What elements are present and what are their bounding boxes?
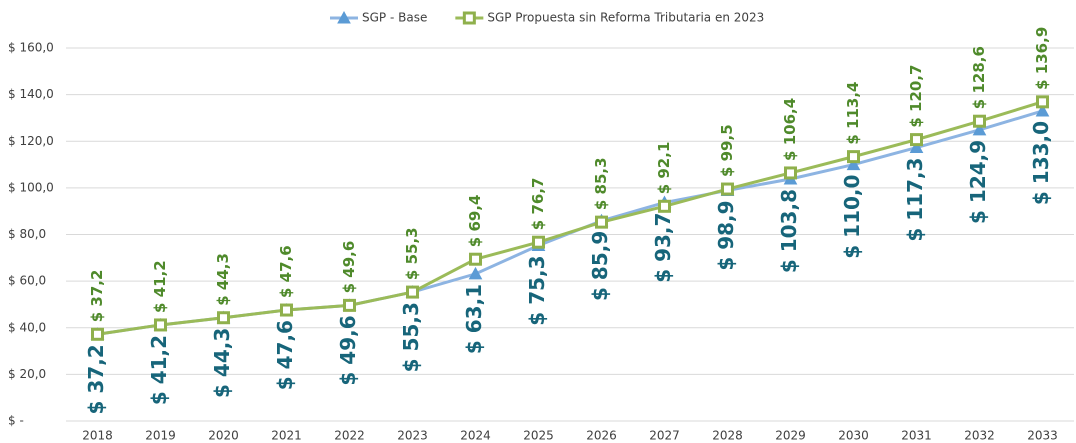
marker — [1036, 95, 1049, 109]
marker — [280, 303, 293, 317]
data-label: $ 49,6 — [336, 315, 360, 385]
marker — [469, 252, 482, 266]
marker — [846, 157, 861, 171]
marker — [973, 114, 986, 128]
data-label: $ 49,6 — [340, 241, 358, 294]
data-label: $ 55,3 — [403, 227, 421, 280]
x-tick-label: 2021 — [271, 429, 302, 443]
x-tick-label: 2026 — [586, 429, 617, 443]
data-label: $ 98,9 — [714, 200, 738, 270]
data-label: $ 99,5 — [718, 124, 736, 177]
data-label: $ 120,7 — [907, 65, 925, 128]
y-tick-label: $ 140,0 — [8, 87, 54, 101]
data-label: $ 44,3 — [210, 328, 234, 398]
x-tick-label: 2024 — [460, 429, 491, 443]
y-tick-label: $ - — [8, 414, 24, 428]
data-label: $ 37,2 — [88, 270, 106, 323]
marker — [909, 140, 924, 154]
marker — [972, 122, 987, 136]
data-label: $ 106,4 — [781, 98, 799, 161]
data-label: $ 92,1 — [655, 142, 673, 195]
data-label: $ 41,2 — [147, 335, 171, 405]
marker — [337, 10, 351, 24]
data-label: $ 128,6 — [970, 46, 988, 109]
data-label: $ 75,3 — [525, 255, 549, 325]
marker — [91, 327, 104, 341]
series-line — [97, 100, 1043, 336]
x-tick-label: 2020 — [208, 429, 239, 443]
x-tick-label: 2025 — [523, 429, 554, 443]
y-tick-label: $ 100,0 — [8, 180, 54, 194]
data-label: $ 63,1 — [462, 284, 486, 354]
marker — [847, 150, 860, 164]
x-tick-label: 2018 — [82, 429, 113, 443]
legend-label: SGP Propuesta sin Reforma Tributaria en … — [487, 11, 764, 25]
data-label: $ 93,7 — [651, 213, 675, 283]
x-tick-label: 2030 — [838, 429, 869, 443]
y-tick-label: $ 60,0 — [8, 274, 46, 288]
data-label: $ 85,3 — [592, 157, 610, 210]
data-label: $ 47,6 — [273, 320, 297, 390]
x-tick-label: 2031 — [901, 429, 932, 443]
data-label: $ 136,9 — [1033, 27, 1051, 90]
x-tick-label: 2022 — [334, 429, 365, 443]
marker — [406, 285, 419, 299]
y-tick-label: $ 80,0 — [8, 227, 46, 241]
x-tick-label: 2019 — [145, 429, 176, 443]
marker — [462, 11, 476, 25]
data-label: $ 55,3 — [399, 302, 423, 372]
marker — [343, 298, 356, 312]
marker — [658, 199, 671, 213]
data-label: $ 103,8 — [777, 189, 801, 273]
data-label: $ 85,9 — [588, 231, 612, 301]
marker — [1035, 103, 1050, 117]
data-label: $ 44,3 — [214, 253, 232, 306]
legend-label: SGP - Base — [362, 11, 427, 25]
x-tick-label: 2029 — [775, 429, 806, 443]
data-label: $ 110,0 — [840, 175, 864, 259]
data-label: $ 76,7 — [529, 178, 547, 231]
y-tick-label: $ 120,0 — [8, 134, 54, 148]
x-tick-label: 2027 — [649, 429, 680, 443]
marker — [468, 266, 483, 280]
marker — [154, 318, 167, 332]
marker — [721, 182, 734, 196]
x-tick-label: 2023 — [397, 429, 428, 443]
marker — [217, 311, 230, 325]
y-tick-label: $ 20,0 — [8, 367, 46, 381]
marker — [910, 133, 923, 147]
x-tick-label: 2032 — [964, 429, 995, 443]
marker — [532, 235, 545, 249]
data-label: $ 124,9 — [966, 140, 990, 224]
data-label: $ 41,2 — [151, 260, 169, 313]
marker — [595, 215, 608, 229]
marker — [784, 166, 797, 180]
data-label: $ 113,4 — [844, 82, 862, 145]
x-tick-label: 2033 — [1027, 429, 1058, 443]
data-label: $ 37,2 — [84, 344, 108, 414]
y-tick-label: $ 160,0 — [8, 41, 54, 55]
data-label: $ 69,4 — [466, 195, 484, 248]
y-tick-label: $ 40,0 — [8, 320, 46, 334]
data-label: $ 117,3 — [903, 158, 927, 242]
x-tick-label: 2028 — [712, 429, 743, 443]
data-label: $ 133,0 — [1029, 121, 1053, 205]
data-label: $ 47,6 — [277, 245, 295, 298]
